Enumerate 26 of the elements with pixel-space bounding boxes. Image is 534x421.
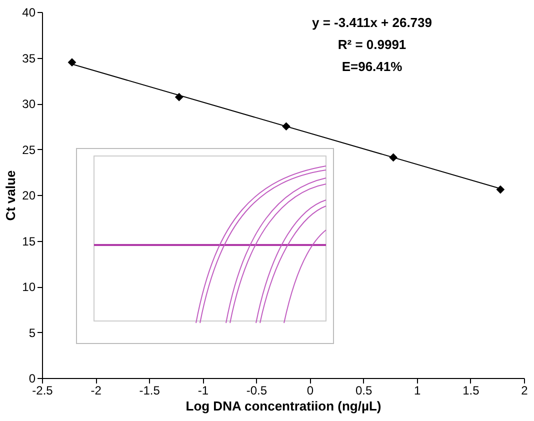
y-tick-label: 10: [22, 280, 36, 294]
point: [68, 58, 76, 67]
point: [496, 185, 505, 194]
x-tick-label: 1: [414, 384, 422, 398]
x-tick-label: -2.5: [32, 384, 54, 398]
annotation: y = -3.411x + 26.739: [312, 15, 432, 30]
annotation: R² = 0.9991: [338, 37, 406, 52]
annotation: E=96.41%: [342, 59, 403, 74]
x-tick-label: -2: [90, 384, 102, 398]
x-tick-label: -1: [198, 384, 209, 398]
x-tick-label: 1.5: [462, 384, 480, 398]
x-tick-label: -1.5: [139, 384, 160, 398]
x-tick-label: 2: [521, 384, 528, 398]
y-tick-label: 20: [22, 188, 36, 202]
x-tick-label: -0.5: [246, 384, 268, 398]
y-tick-label: 0: [28, 372, 36, 386]
x-tick-label: 0: [306, 384, 314, 398]
x-tick-label: 0.5: [355, 384, 372, 398]
y-tick-label: 15: [22, 234, 36, 248]
x-axis-title: Log DNA concentratiion (ng/µL): [186, 398, 382, 414]
y-axis-title: Ct value: [3, 170, 18, 221]
y-tick-label: 35: [22, 51, 36, 66]
y-tick-label: 25: [22, 142, 36, 157]
y-tick-label: 40: [22, 6, 36, 20]
y-tick-label: 30: [22, 97, 36, 111]
y-tick-label: 5: [28, 326, 36, 340]
